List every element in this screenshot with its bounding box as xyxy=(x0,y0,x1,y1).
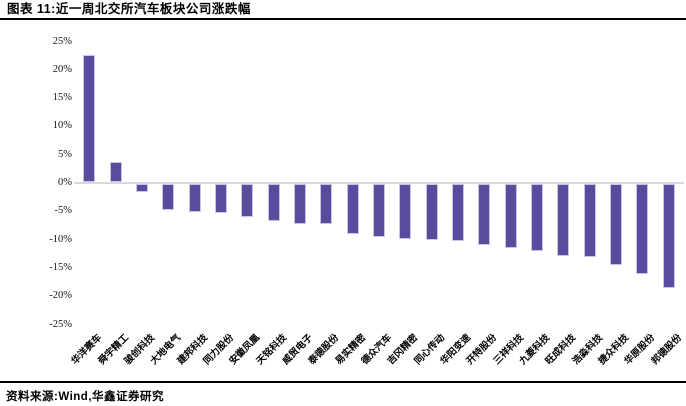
source-note: 资料来源:Wind,华鑫证券研究 xyxy=(6,391,165,403)
bar xyxy=(636,184,649,274)
bar xyxy=(373,184,385,238)
bar xyxy=(504,184,517,248)
bar xyxy=(478,184,491,246)
bar xyxy=(320,184,333,225)
bar xyxy=(662,184,675,288)
bar-chart: 25% 20% 15% 10% 5% 0% -5% -10% -15% -20% -25% 华洋赛车舜… xyxy=(0,20,686,381)
zero-axis-line xyxy=(74,182,684,184)
bar xyxy=(83,54,96,182)
bar xyxy=(188,184,201,212)
bar xyxy=(267,184,280,221)
title-divider xyxy=(0,18,686,20)
bar xyxy=(135,184,148,193)
y-tick-label: -25% xyxy=(49,318,72,330)
bar xyxy=(583,184,596,257)
bar xyxy=(109,162,122,182)
bar xyxy=(346,184,359,234)
bar xyxy=(452,184,465,242)
y-tick-label: -10% xyxy=(49,233,72,245)
y-tick-label: 10% xyxy=(52,120,72,132)
bar xyxy=(425,184,438,241)
y-tick-label: 25% xyxy=(52,35,72,47)
bar xyxy=(610,184,623,265)
bar xyxy=(162,184,175,211)
y-tick-label: -5% xyxy=(54,205,73,217)
y-tick-label: 20% xyxy=(52,63,72,75)
bar xyxy=(241,184,254,217)
y-tick-label: -20% xyxy=(49,290,72,302)
y-tick-label: 15% xyxy=(52,92,72,104)
bar xyxy=(293,184,306,224)
y-tick-label: 5% xyxy=(58,148,72,160)
figure-title: 图表 11:近一周北交所汽车板块公司涨跌幅 xyxy=(7,2,251,16)
y-tick-label: 0% xyxy=(58,177,72,188)
bar xyxy=(214,184,227,214)
bar xyxy=(557,184,570,256)
bar xyxy=(531,184,544,251)
footer-divider xyxy=(0,381,686,383)
y-tick-label: -15% xyxy=(49,261,72,273)
bar xyxy=(399,184,412,239)
